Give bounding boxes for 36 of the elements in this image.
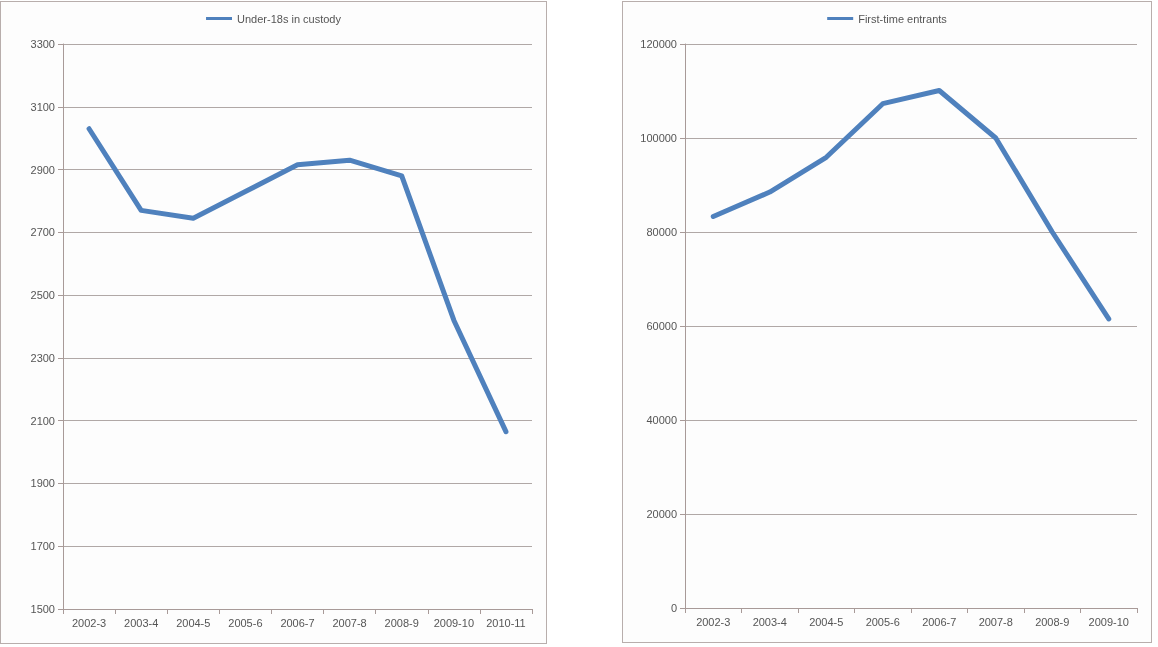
y-tick-label: 60000	[646, 320, 677, 332]
y-tick-label: 3300	[30, 38, 55, 50]
y-tick-label: 2500	[30, 289, 55, 302]
y-tick-label: 80000	[646, 226, 677, 238]
y-tick-label: 2300	[30, 351, 55, 364]
x-tick-label: 2002-3	[71, 616, 107, 629]
y-tick-label: 2700	[30, 226, 55, 239]
y-tick-label: 3100	[30, 100, 55, 113]
x-tick-label: 2006-7	[280, 616, 315, 629]
y-tick-label: 2900	[30, 163, 55, 176]
x-tick-label: 2008-9	[1035, 615, 1070, 628]
x-tick-label: 2010-11	[486, 616, 526, 629]
y-tick-label: 1500	[30, 603, 55, 615]
y-tick-label: 40000	[646, 414, 677, 426]
x-tick-label: 2004-5	[809, 615, 844, 628]
x-tick-label: 2009-10	[1088, 615, 1129, 628]
y-tick-label: 1700	[30, 540, 55, 553]
x-tick-label: 2006-7	[922, 615, 957, 628]
x-tick-label: 2003-4	[752, 615, 787, 628]
y-tick-label: 1900	[30, 477, 55, 490]
legend-label: Under-18s in custody	[237, 12, 342, 25]
y-tick-label: 20000	[646, 508, 677, 520]
x-tick-label: 2002-3	[696, 615, 731, 628]
y-tick-label: 100000	[640, 132, 677, 144]
x-tick-label: 2005-6	[865, 615, 900, 628]
x-tick-label: 2007-8	[978, 615, 1013, 628]
x-tick-label: 2009-10	[433, 616, 475, 629]
x-tick-label: 2004-5	[176, 616, 211, 629]
x-tick-label: 2003-4	[124, 616, 159, 629]
legend-label: First-time entrants	[858, 12, 948, 25]
x-tick-label: 2005-6	[228, 616, 263, 629]
y-tick-label: 2100	[30, 414, 55, 427]
x-tick-label: 2007-8	[332, 616, 367, 629]
y-tick-label: 120000	[640, 38, 677, 50]
x-tick-label: 2008-9	[384, 616, 419, 629]
y-tick-label: 0	[670, 602, 677, 614]
